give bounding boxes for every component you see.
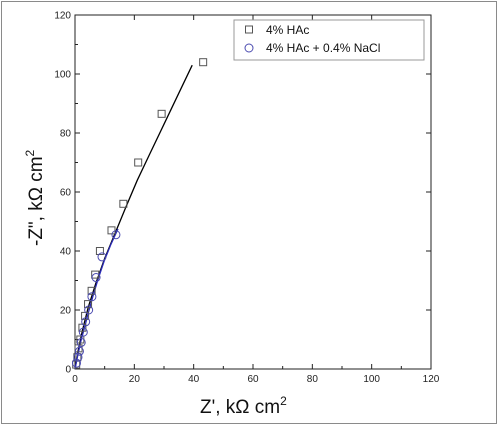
x-axis-title-main: Z', kΩ cm	[200, 397, 280, 418]
data-point-square	[157, 109, 166, 118]
data-point-circle	[111, 230, 121, 240]
x-tick-label: 120	[423, 374, 440, 385]
plot-area-box	[74, 14, 432, 370]
legend: 4% HAc 4% HAc + 0.4% NaCl	[233, 19, 425, 61]
data-point-circle	[78, 327, 88, 337]
x-axis-title: Z', kΩ cm2	[200, 394, 287, 418]
data-point-square	[134, 158, 143, 167]
data-point-circle	[81, 317, 91, 327]
data-point-circle	[71, 358, 81, 368]
data-point-circle	[87, 292, 97, 302]
axis-ticks: 0 20 40 60 80 100 120 0 20 40 60 80 100 120	[54, 11, 439, 386]
data-point-circle	[84, 305, 94, 315]
x-tick-label: 0	[72, 374, 78, 385]
y-tick-label: 60	[60, 188, 72, 199]
legend-box	[233, 19, 425, 61]
y-tick-label: 40	[60, 247, 72, 258]
legend-label-hac: 4% HAc	[266, 23, 309, 37]
y-tick-label: 0	[65, 365, 71, 376]
y-axis-title-main: -Z", kΩ cm	[26, 156, 47, 246]
x-tick-label: 20	[129, 374, 141, 385]
legend-marker-hac	[245, 25, 253, 34]
y-tick-label: 20	[60, 306, 72, 317]
data-point-circle	[97, 252, 107, 262]
data-point-square	[107, 226, 116, 235]
fit-lines	[74, 64, 193, 370]
data-point-square	[199, 58, 208, 67]
data-point-circle	[73, 352, 83, 362]
legend-marker-nacl	[244, 43, 254, 53]
x-tick-label: 40	[188, 374, 200, 385]
x-axis-title-sup: 2	[280, 394, 287, 408]
data-point-circle	[91, 273, 101, 283]
x-tick-label: 60	[247, 374, 259, 385]
data-point-square	[95, 247, 104, 255]
data-point-square	[87, 286, 96, 295]
y-tick-label: 120	[54, 11, 71, 22]
x-tick-label: 80	[307, 374, 319, 385]
y-tick-label: 100	[54, 70, 71, 81]
x-tick-label: 100	[363, 374, 380, 385]
data-point-circle	[74, 346, 84, 356]
y-tick-label: 80	[60, 129, 72, 140]
fit-line-series-1	[74, 64, 193, 370]
plot-axes	[74, 14, 432, 370]
data-point-square	[84, 300, 93, 309]
y-axis-title-sup: 2	[23, 149, 37, 156]
data-points	[71, 58, 208, 369]
data-point-square	[119, 199, 128, 208]
legend-label-nacl: 4% HAc + 0.4% NaCl	[266, 41, 380, 55]
y-axis-title: -Z", kΩ cm2	[23, 149, 47, 246]
data-point-circle	[76, 337, 86, 347]
